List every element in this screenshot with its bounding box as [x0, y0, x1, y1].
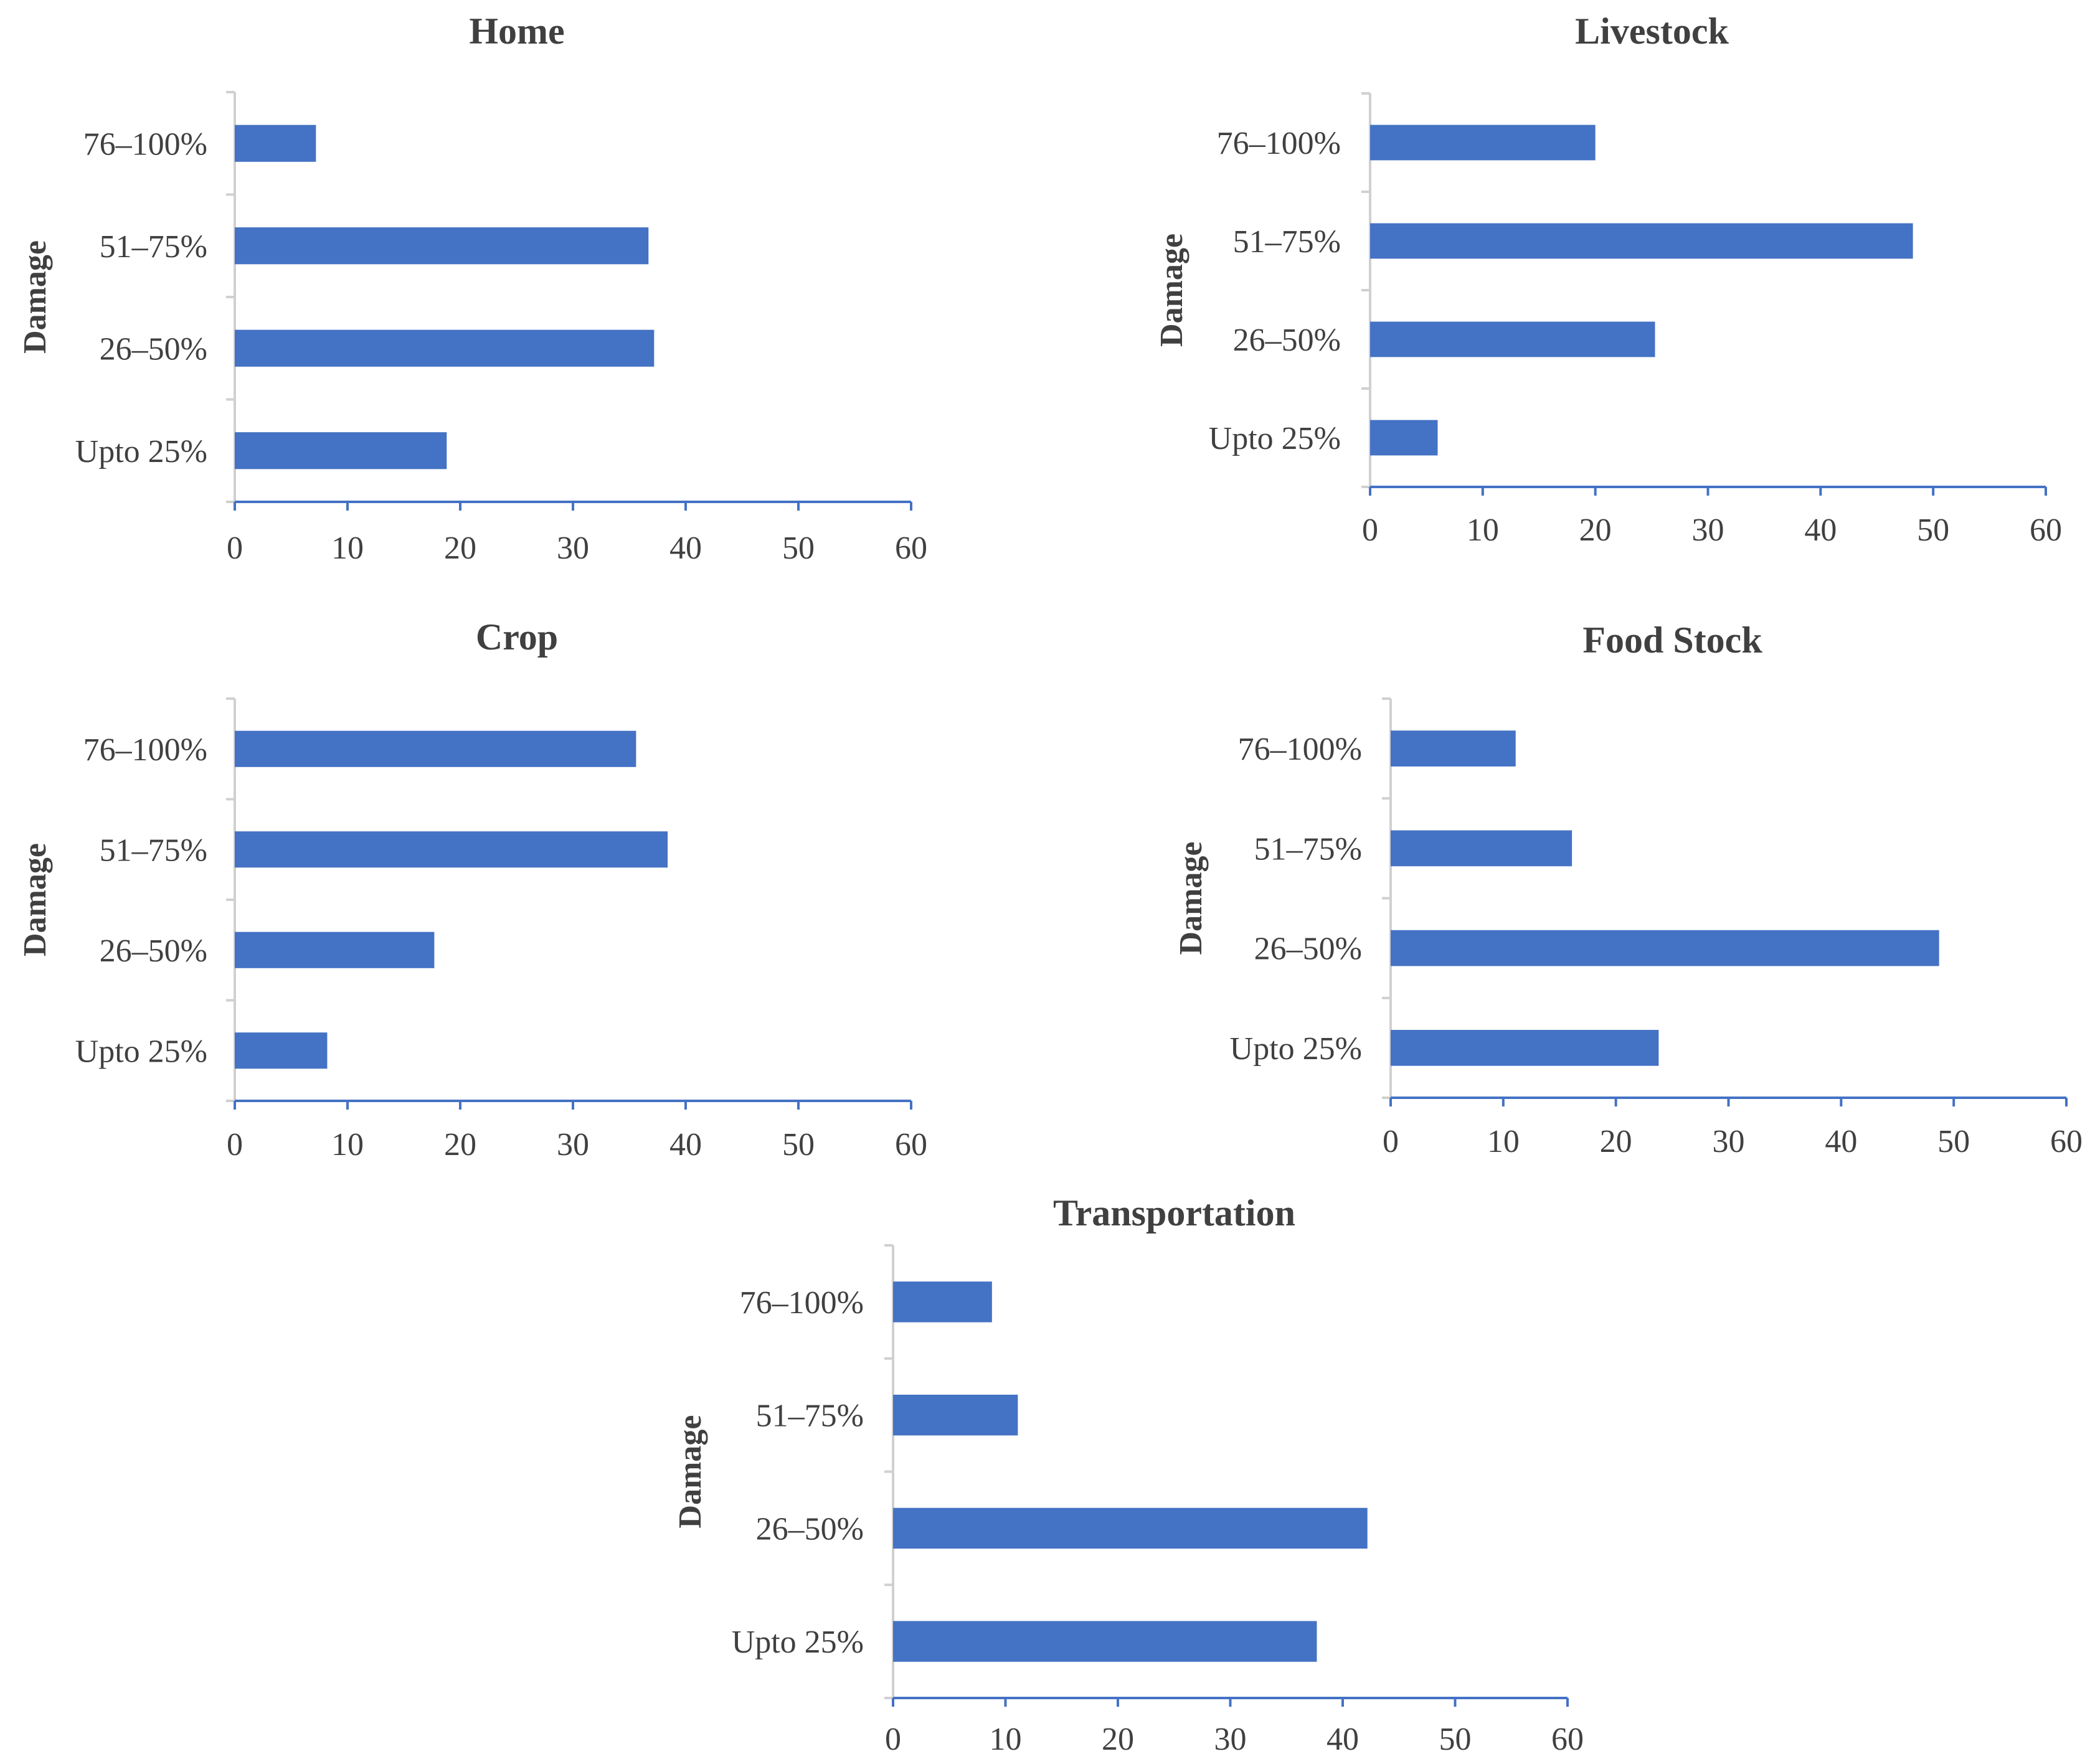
- x-tick-label: 30: [1214, 1722, 1247, 1757]
- y-axis-title: Damage: [1154, 233, 1189, 347]
- x-tick-label: 40: [1327, 1722, 1359, 1757]
- bar: [235, 125, 316, 162]
- category-label: 26–50%: [756, 1511, 864, 1547]
- x-tick-label: 10: [331, 1127, 364, 1163]
- bar: [1370, 223, 1913, 259]
- category-label: Upto 25%: [75, 434, 207, 469]
- bar: [235, 730, 636, 767]
- bar: [893, 1621, 1317, 1662]
- x-tick-label: 10: [1487, 1124, 1520, 1159]
- chart-title: Livestock: [1575, 11, 1729, 52]
- y-axis-title: Damage: [673, 1415, 708, 1529]
- x-tick-label: 10: [1467, 512, 1499, 548]
- x-tick-label: 40: [1804, 512, 1837, 548]
- category-label: 51–75%: [100, 832, 207, 868]
- bar: [235, 432, 447, 469]
- bar: [1370, 420, 1438, 456]
- category-label: 26–50%: [100, 933, 207, 969]
- chart-title: Food Stock: [1582, 620, 1762, 661]
- x-tick-label: 60: [895, 1127, 927, 1163]
- x-tick-label: 50: [1917, 512, 1949, 548]
- category-label: 51–75%: [1233, 224, 1341, 260]
- x-tick-label: 0: [227, 531, 243, 566]
- chart-panel-1: Home Damage 0 10 20 30 40 50 60 Upto 25% 26–50% 51–…: [17, 11, 927, 566]
- chart-title: Home: [469, 11, 564, 52]
- x-tick-label: 40: [669, 1127, 702, 1163]
- x-tick-label: 50: [1439, 1722, 1472, 1757]
- category-label: 51–75%: [756, 1398, 864, 1434]
- chart-panel-5: Transportation Damage 0 10 20 30 40 50 60 Upto 25…: [673, 1192, 1584, 1757]
- y-axis-title: Damage: [17, 843, 53, 956]
- bar: [893, 1394, 1018, 1436]
- x-tick-label: 10: [331, 531, 364, 566]
- category-label: 51–75%: [1254, 831, 1362, 867]
- x-tick-label: 40: [669, 531, 702, 566]
- chart-title: Crop: [476, 616, 558, 658]
- category-label: 76–100%: [740, 1285, 864, 1321]
- category-label: 51–75%: [100, 229, 207, 265]
- bar: [893, 1507, 1368, 1549]
- bar: [235, 1032, 328, 1069]
- bar: [1391, 1030, 1659, 1066]
- category-label: Upto 25%: [75, 1034, 207, 1069]
- category-label: 26–50%: [1233, 323, 1341, 358]
- bar: [1391, 930, 1939, 966]
- x-tick-label: 0: [885, 1722, 901, 1757]
- x-tick-label: 30: [1713, 1124, 1745, 1159]
- chart-panel-3: Crop Damage 0 10 20 30 40 50 60 Upto 25% 26–50% 51–…: [17, 616, 927, 1163]
- x-tick-label: 50: [782, 531, 815, 566]
- x-tick-label: 0: [1383, 1124, 1399, 1159]
- category-label: 76–100%: [1238, 732, 1362, 767]
- chart-title: Transportation: [1053, 1192, 1295, 1233]
- x-tick-label: 20: [444, 1127, 476, 1163]
- bar: [1370, 125, 1596, 161]
- x-tick-label: 30: [557, 531, 589, 566]
- category-label: Upto 25%: [732, 1625, 864, 1660]
- bar: [1391, 830, 1572, 867]
- category-label: 76–100%: [83, 732, 207, 768]
- x-tick-label: 30: [1692, 512, 1724, 548]
- bar: [235, 227, 649, 265]
- bar: [235, 329, 655, 367]
- bar: [1370, 321, 1655, 357]
- bar: [1391, 730, 1516, 766]
- x-tick-label: 30: [557, 1127, 589, 1163]
- x-tick-label: 20: [1600, 1124, 1632, 1159]
- y-axis-title: Damage: [1173, 842, 1209, 955]
- bar: [235, 831, 668, 868]
- category-label: 76–100%: [1217, 126, 1341, 161]
- x-tick-label: 0: [227, 1127, 243, 1163]
- x-tick-label: 60: [2030, 512, 2062, 548]
- category-label: 26–50%: [1254, 932, 1362, 967]
- chart-panel-2: Livestock Damage 0 10 20 30 40 50 60 Upto 25% 26–5…: [1154, 11, 2062, 548]
- x-tick-label: 20: [1579, 512, 1612, 548]
- x-tick-label: 60: [2050, 1124, 2083, 1159]
- x-tick-label: 60: [895, 531, 927, 566]
- y-axis-title: Damage: [17, 240, 53, 354]
- x-tick-label: 40: [1825, 1124, 1857, 1159]
- x-tick-label: 50: [782, 1127, 815, 1163]
- x-tick-label: 20: [444, 531, 476, 566]
- x-tick-label: 60: [1551, 1722, 1584, 1757]
- category-label: 26–50%: [100, 331, 207, 367]
- x-tick-label: 20: [1102, 1722, 1134, 1757]
- x-tick-label: 50: [1937, 1124, 1970, 1159]
- x-tick-label: 10: [990, 1722, 1022, 1757]
- category-label: Upto 25%: [1230, 1031, 1362, 1067]
- bar: [893, 1281, 992, 1323]
- x-tick-label: 0: [1362, 512, 1378, 548]
- category-label: Upto 25%: [1209, 421, 1341, 456]
- category-label: 76–100%: [83, 126, 207, 162]
- bar: [235, 932, 435, 968]
- chart-panel-4: Food Stock Damage 0 10 20 30 40 50 60 Upto 25% 26–…: [1173, 620, 2083, 1159]
